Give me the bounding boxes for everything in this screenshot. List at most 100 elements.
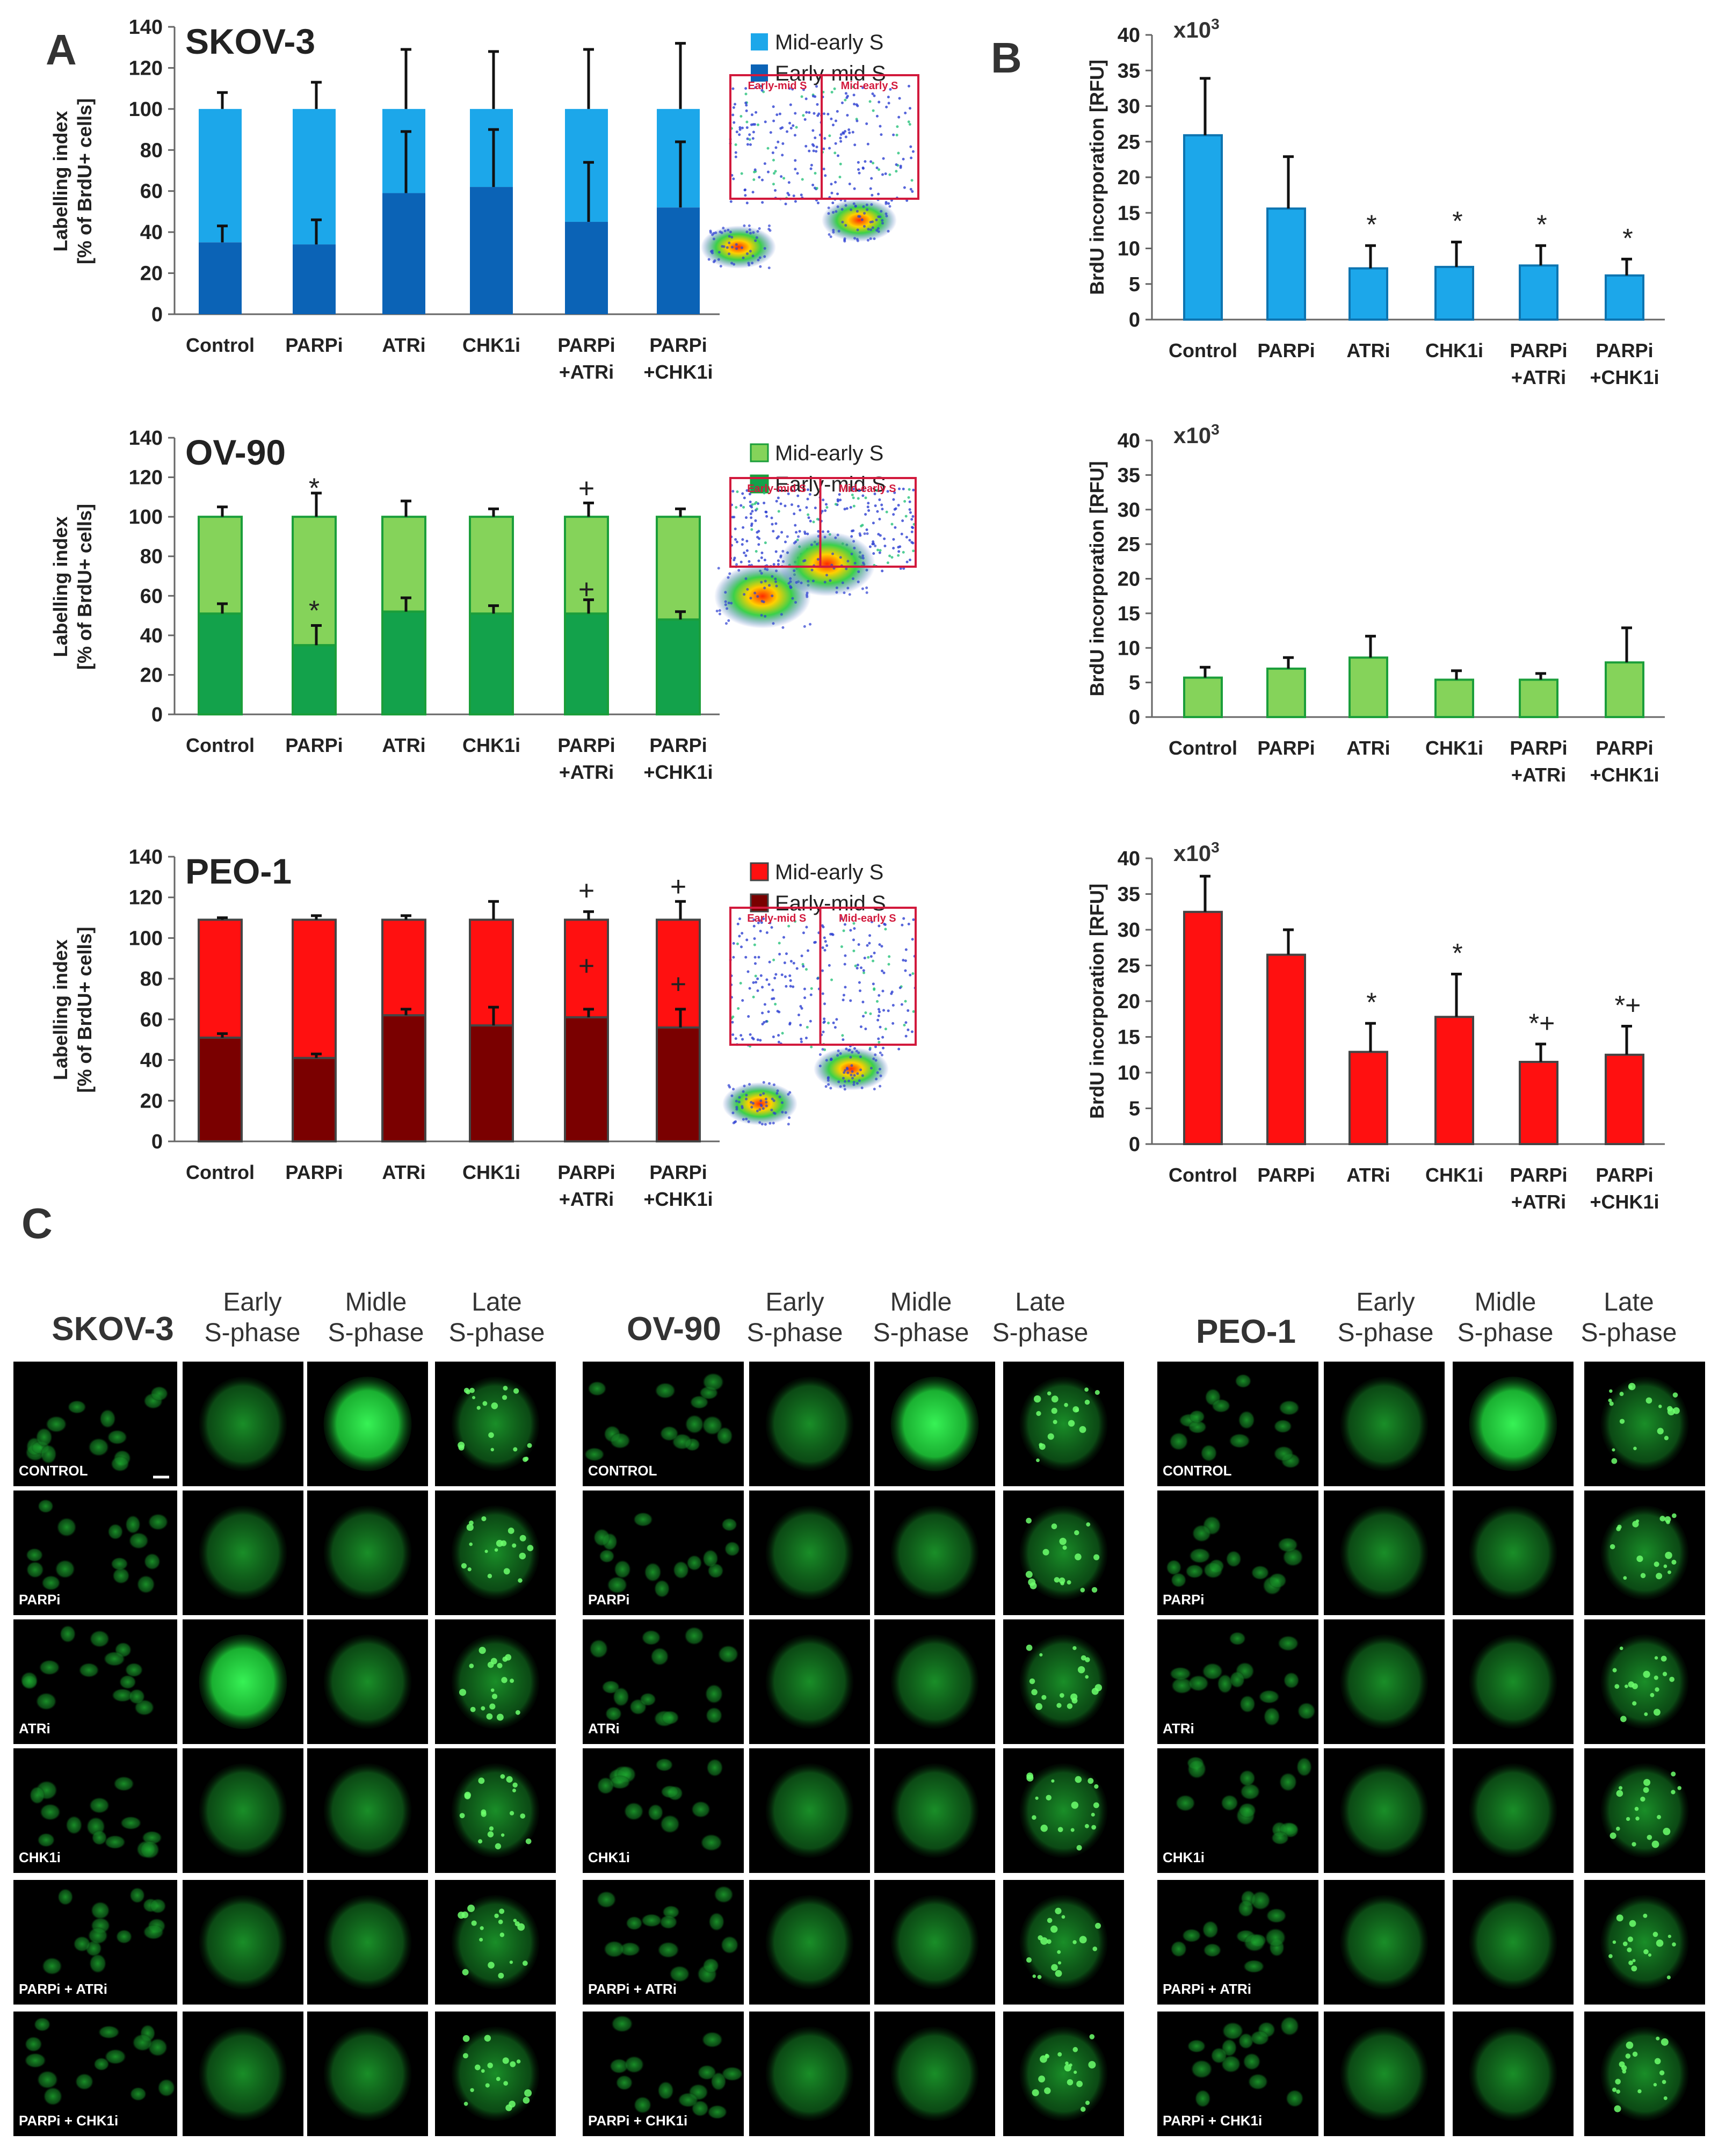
x-tick-label: Control: [186, 1161, 255, 1183]
flow-event-dot: [912, 1010, 915, 1013]
nucleus-small: [633, 1512, 653, 1527]
nucleus-small: [38, 1499, 54, 1513]
nucleus: [1340, 1634, 1429, 1729]
replication-focus: [1038, 2075, 1046, 2083]
nucleus: [1019, 1506, 1108, 1600]
replication-focus: [1031, 1689, 1038, 1696]
flow-event-dot: [879, 549, 882, 552]
flow-event-dot: [800, 1007, 803, 1010]
nucleus-small: [88, 1438, 109, 1457]
replication-focus: [462, 2053, 468, 2059]
flow-event-dot: [788, 1116, 791, 1119]
flow-event-dot: [852, 949, 856, 952]
nucleus-small: [1248, 2073, 1268, 2090]
flow-event-dot: [776, 1010, 779, 1013]
flow-event-dot: [908, 539, 911, 542]
flow-population: [722, 1082, 798, 1125]
nucleus: [1019, 2027, 1108, 2121]
replication-focus: [524, 2089, 532, 2097]
replication-focus: [476, 1406, 481, 1410]
flow-event-dot: [734, 151, 737, 154]
y-axis-label: BrdU incorporation [RFU]: [1086, 60, 1108, 295]
nucleus-small: [610, 1432, 630, 1449]
flow-event-dot: [727, 619, 730, 622]
flow-event-dot: [738, 126, 742, 129]
flow-event-dot: [880, 133, 883, 136]
replication-focus: [1653, 2083, 1657, 2087]
flow-event-dot: [830, 1057, 833, 1060]
flow-event-dot: [765, 1104, 768, 1108]
flow-event-dot: [794, 601, 797, 604]
flow-event-dot: [715, 610, 719, 613]
flow-event-dot: [844, 204, 847, 207]
flow-event-dot: [781, 549, 785, 553]
flow-event-dot: [879, 125, 882, 128]
flow-event-dot: [850, 208, 853, 212]
flow-event-dot: [865, 586, 868, 589]
flow-event-dot: [837, 154, 840, 157]
flow-event-dot: [873, 493, 876, 496]
bar-lower: [469, 1024, 514, 1142]
flow-event-dot: [861, 167, 865, 170]
flow-event-dot: [831, 552, 835, 555]
flow-event-dot: [898, 97, 901, 100]
flow-event-dot: [775, 1091, 779, 1095]
nucleus-small: [1278, 1537, 1298, 1553]
flow-event-dot: [899, 567, 902, 570]
replication-focus: [1050, 1925, 1058, 1933]
nucleus-small: [1265, 1928, 1286, 1947]
flow-event-dot: [738, 917, 741, 921]
significance-mark: +: [670, 871, 686, 902]
nucleus-small: [1229, 1671, 1245, 1688]
flow-event-dot: [780, 613, 783, 616]
flow-event-dot: [749, 231, 752, 235]
flow-event-dot: [859, 1055, 862, 1059]
nucleus-small: [1229, 1433, 1250, 1449]
replication-focus: [490, 1658, 497, 1665]
flow-event-dot: [862, 205, 865, 208]
flow-event-dot: [896, 125, 899, 128]
replication-focus: [508, 1528, 514, 1534]
treatment-label: PARPi: [1163, 1591, 1205, 1608]
replication-focus: [1663, 1564, 1668, 1568]
flow-event-dot: [743, 189, 746, 192]
flow-event-dot: [847, 1048, 850, 1052]
flow-event-dot: [730, 262, 734, 265]
flow-event-dot: [760, 85, 764, 88]
legend-swatch: [750, 893, 769, 913]
replication-focus: [509, 1811, 514, 1815]
bar: [1183, 676, 1223, 719]
replication-focus: [1025, 1571, 1033, 1578]
flow-event-dot: [858, 532, 861, 536]
nucleus-small: [88, 1927, 108, 1944]
flow-event-dot: [717, 567, 720, 570]
flow-event-dot: [718, 612, 721, 616]
flow-event-dot: [872, 109, 875, 112]
flow-event-dot: [881, 219, 884, 222]
bar-lower: [292, 1057, 337, 1143]
flow-event-dot: [858, 1079, 861, 1082]
flow-event-dot: [751, 262, 754, 265]
flow-event-dot: [882, 971, 886, 974]
replication-focus: [1619, 1392, 1624, 1397]
flow-event-dot: [750, 505, 753, 509]
nucleus-small: [673, 1561, 689, 1579]
flow-event-dot: [763, 491, 766, 495]
flow-event-dot: [841, 1034, 844, 1037]
flow-event-dot: [808, 111, 811, 114]
x-tick-label: PARPi: [649, 334, 707, 356]
nucleus-small: [78, 1662, 99, 1678]
nucleus-small: [1250, 1891, 1271, 1911]
replication-focus: [1058, 1577, 1065, 1584]
flow-event-dot: [815, 146, 818, 149]
column-header: S-phase: [205, 1319, 301, 1347]
flow-event-dot: [744, 194, 747, 197]
flow-event-dot: [763, 501, 766, 504]
flow-event-dot: [772, 172, 775, 175]
y-tick-label: 60: [140, 585, 163, 607]
flow-event-dot: [812, 520, 815, 524]
flow-event-dot: [875, 218, 878, 221]
flow-event-dot: [907, 84, 910, 88]
flow-event-dot: [737, 1007, 740, 1010]
flow-event-dot: [735, 1105, 738, 1109]
